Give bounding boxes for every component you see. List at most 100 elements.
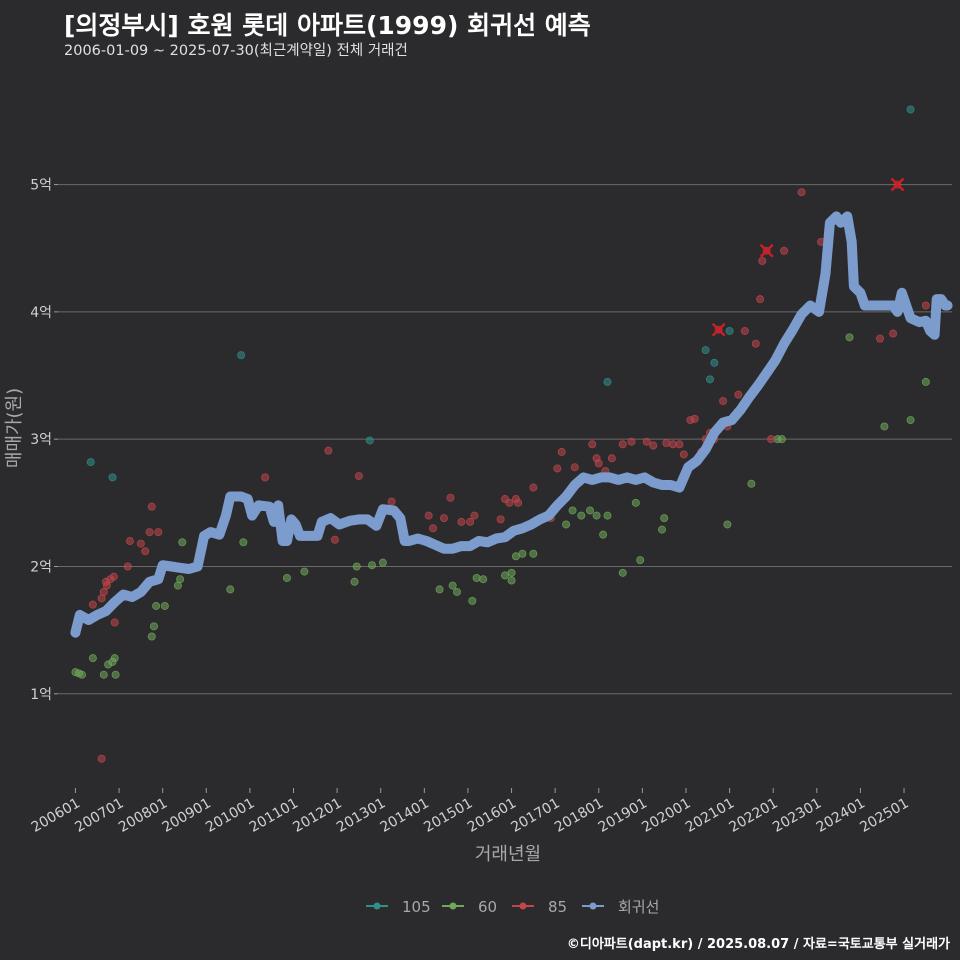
point-60-15: [178, 538, 187, 547]
point-60-45: [636, 556, 645, 565]
y-tick-label-1: 2억: [30, 559, 52, 575]
point-60-29: [479, 575, 488, 584]
point-85-6: [109, 572, 118, 581]
point-85-22: [429, 524, 438, 533]
point-85-60: [740, 326, 749, 335]
x-tick-label-16: 202201: [727, 795, 781, 836]
legend-item-1: 60: [442, 898, 497, 916]
point-60-23: [378, 558, 387, 567]
point-85-13: [147, 502, 156, 511]
point-85-32: [514, 498, 523, 507]
point-60-3: [88, 654, 97, 663]
y-tick-label-4: 5억: [30, 178, 52, 194]
point-85-14: [154, 528, 163, 537]
point-60-46: [657, 525, 666, 534]
point-85-17: [324, 446, 333, 455]
point-60-42: [603, 511, 612, 520]
point-60-47: [660, 514, 669, 523]
point-85-64: [767, 435, 776, 444]
point-85-33: [529, 483, 538, 492]
legend-swatch-dot-0: [373, 902, 381, 910]
point-85-63: [758, 256, 767, 265]
point-85-19: [354, 472, 363, 481]
point-85-15: [97, 754, 106, 763]
point-60-44: [631, 498, 640, 507]
point-85-44: [627, 437, 636, 446]
point-60-7: [110, 654, 119, 663]
x-tick-label-10: 201601: [465, 795, 519, 836]
legend: 105 60 85 회귀선: [366, 898, 659, 916]
regression-line: [70, 211, 953, 638]
point-60-36: [562, 520, 571, 529]
point-105-7: [710, 358, 719, 367]
x-tick-label-12: 201801: [552, 795, 606, 836]
point-85-12: [145, 528, 154, 537]
point-85-8: [123, 562, 132, 571]
source-footer: ©디아파트(dapt.kr) / 2025.08.07 / 자료=국토교통부 실…: [566, 937, 950, 952]
point-60-11: [152, 601, 161, 610]
point-85-49: [675, 440, 684, 449]
legend-swatch-dot-3: [589, 902, 597, 910]
point-85-11: [141, 547, 150, 556]
point-105-6: [705, 375, 714, 384]
outlier-mark-0: [711, 322, 726, 337]
point-85-40: [594, 459, 603, 468]
point-85-38: [588, 440, 597, 449]
legend-label-1: 60: [478, 898, 497, 916]
point-60-22: [367, 561, 376, 570]
point-60-25: [448, 581, 457, 590]
y-axis-ticks: 1억 2억 3억 4억 5억: [30, 178, 58, 703]
point-60-2: [77, 670, 86, 679]
regression-line-group: [70, 211, 953, 638]
y-axis-label: 매매가(원): [4, 388, 25, 468]
point-85-23: [439, 514, 448, 523]
point-85-30: [505, 498, 514, 507]
y-tick-label-2: 3억: [30, 432, 52, 448]
x-axis-label: 거래년월: [475, 844, 541, 865]
legend-item-2: 85: [512, 898, 567, 916]
point-60-49: [747, 479, 756, 488]
point-85-61: [751, 339, 760, 348]
point-85-68: [876, 334, 885, 343]
point-105-3: [365, 436, 374, 445]
point-60-9: [147, 632, 156, 641]
point-60-51: [777, 435, 786, 444]
x-tick-label-18: 202401: [814, 795, 868, 836]
x-tick-label-9: 201501: [421, 795, 475, 836]
x-tick-label-19: 202501: [857, 795, 911, 836]
x-tick-label-3: 200901: [160, 795, 214, 836]
point-60-38: [577, 511, 586, 520]
point-105-5: [701, 346, 710, 355]
x-tick-label-4: 201001: [203, 795, 257, 836]
x-tick-label-14: 202001: [639, 795, 693, 836]
point-85-50: [679, 450, 688, 459]
x-tick-label-0: 200601: [29, 795, 83, 836]
point-85-21: [424, 511, 433, 520]
point-60-39: [586, 506, 595, 515]
x-tick-label-15: 202101: [683, 795, 737, 836]
point-60-41: [599, 530, 608, 539]
x-tick-label-11: 201701: [508, 795, 562, 836]
point-85-9: [125, 537, 134, 546]
legend-item-3: 회귀선: [582, 898, 659, 916]
point-85-43: [618, 440, 627, 449]
legend-label-3: 회귀선: [618, 898, 659, 916]
point-85-65: [780, 246, 789, 255]
point-85-59: [734, 390, 743, 399]
x-tick-label-7: 201301: [334, 795, 388, 836]
point-85-36: [557, 447, 566, 456]
legend-label-0: 105: [402, 898, 431, 916]
point-85-28: [496, 515, 505, 524]
point-60-53: [880, 422, 889, 431]
point-85-16: [261, 473, 270, 482]
point-60-4: [99, 670, 108, 679]
legend-label-2: 85: [548, 898, 567, 916]
outlier-mark-1: [759, 243, 774, 258]
point-85-45: [642, 437, 651, 446]
x-tick-label-2: 200801: [116, 795, 170, 836]
point-85-4: [102, 581, 111, 590]
point-60-26: [453, 587, 462, 596]
point-85-66: [797, 188, 806, 197]
point-60-33: [511, 552, 520, 561]
